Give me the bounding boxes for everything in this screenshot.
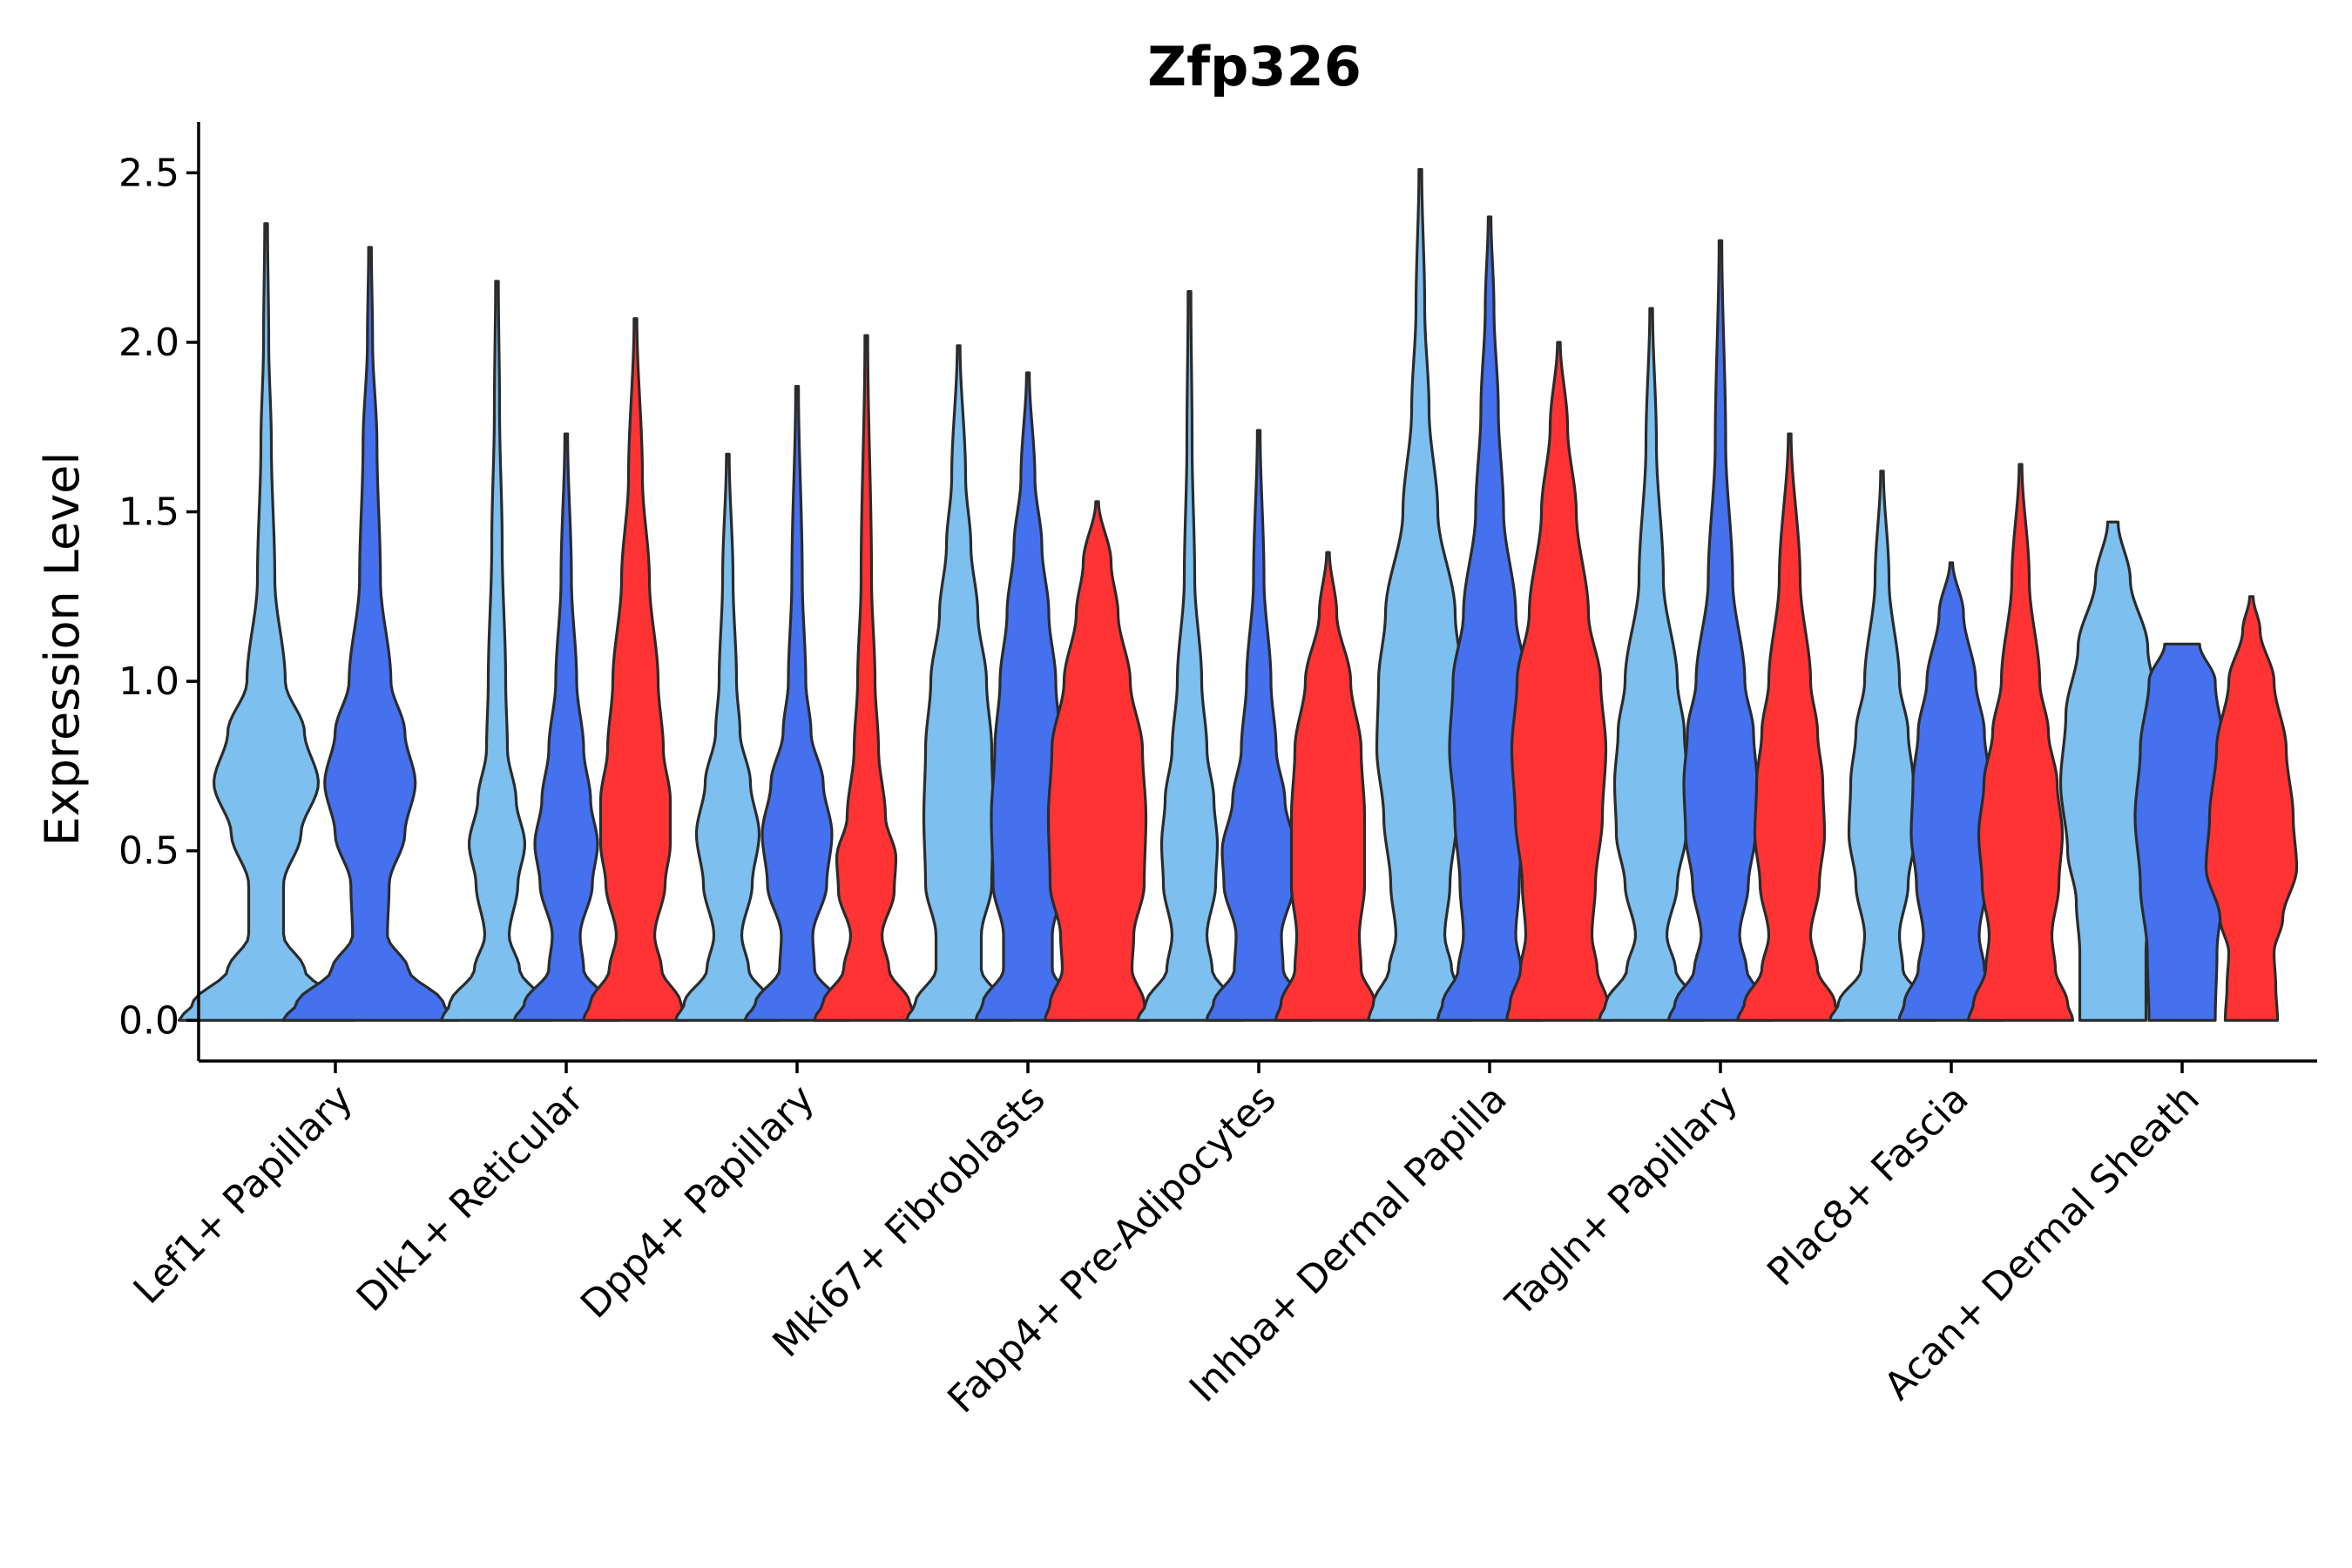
- x-tick-label: Dlk1+ Reticular: [348, 1076, 593, 1321]
- violin-acan-dermal-sheath-group-3: [2204, 595, 2299, 1022]
- x-tick-label: Plac8+ Fascia: [1759, 1077, 1977, 1295]
- violin-lef1-papillary-group-2: [281, 246, 459, 1022]
- violin-dlk1-reticular-group-2: [512, 432, 620, 1022]
- violin-tagln-papillary-group-2: [1666, 239, 1774, 1022]
- y-tick-label: 2.5: [118, 151, 179, 195]
- violin-dlk1-reticular-group-1: [439, 280, 555, 1022]
- chart-title: Zfp326: [1147, 35, 1362, 98]
- violin-fabp4-pre-adipocytes-group-1: [1135, 289, 1244, 1022]
- y-tick-label: 2.0: [118, 321, 179, 365]
- violin-lef1-papillary-group-1: [177, 222, 355, 1022]
- y-axis-label: Expression Level: [35, 452, 90, 847]
- y-tick-label: 0.0: [118, 998, 179, 1043]
- y-tick-label: 1.0: [118, 659, 179, 704]
- x-tick-label: Lef1+ Papillary: [125, 1077, 362, 1313]
- violin-dpp4-papillary-group-2: [743, 384, 851, 1022]
- violin-inhba-dermal-papilla-group-1: [1366, 167, 1475, 1022]
- x-tick-label: Dpp4+ Papillary: [572, 1077, 823, 1328]
- violins-layer: [177, 167, 2299, 1022]
- violin-mki67-fibroblasts-group-1: [904, 344, 1013, 1022]
- x-tick-label: Tagln+ Papillary: [1497, 1077, 1747, 1326]
- y-tick-label: 1.5: [118, 490, 179, 535]
- violin-dlk1-reticular-group-3: [581, 317, 690, 1022]
- violin-inhba-dermal-papilla-group-3: [1504, 341, 1613, 1022]
- violin-mki67-fibroblasts-group-3: [1043, 500, 1152, 1022]
- violin-tagln-papillary-group-3: [1735, 432, 1844, 1022]
- y-tick-label: 0.5: [118, 829, 179, 874]
- violin-dpp4-papillary-group-1: [673, 452, 782, 1022]
- violin-plac8-fascia-group-3: [1966, 463, 2075, 1022]
- y-axis: 0.0 0.5 1.0 1.5 2.0 2.5: [118, 122, 200, 1061]
- violin-fabp4-pre-adipocytes-group-3: [1274, 551, 1382, 1022]
- violin-tagln-papillary-group-1: [1597, 307, 1706, 1022]
- violin-dpp4-papillary-group-3: [812, 334, 921, 1022]
